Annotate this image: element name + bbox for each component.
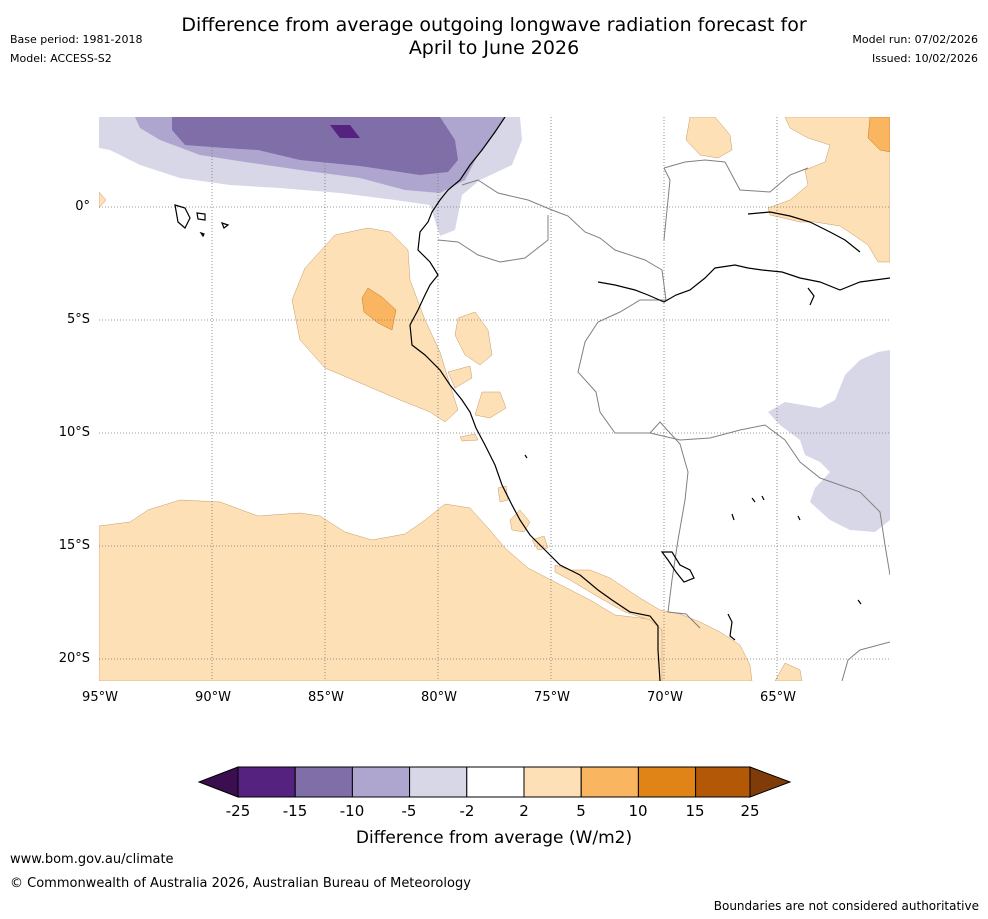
model-label: Model: ACCESS-S2: [10, 52, 112, 65]
title-line-2: April to June 2026: [408, 37, 580, 59]
colorbar-swatch: [351, 766, 411, 798]
grid-lines: [99, 117, 890, 681]
colorbar-tick-label: -10: [339, 802, 365, 820]
colorbar-swatch: [409, 766, 468, 798]
boundaries-disclaimer: Boundaries are not considered authoritat…: [713, 899, 979, 913]
colorbar-extension-low: [197, 766, 239, 798]
anomaly-light-orange-north-east: [767, 117, 890, 263]
anomaly-purple-region: [172, 117, 458, 175]
anomaly-dark-purple-patch: [330, 125, 360, 138]
anomaly-light-orange-south: [99, 499, 666, 681]
anomaly-light-orange-patch: [447, 365, 473, 389]
copyright-notice: © Commonwealth of Australia 2026, Austra…: [10, 876, 471, 891]
model-run-label: Model run: 07/02/2026: [852, 33, 978, 46]
lat-label: 10°S: [58, 425, 90, 440]
colorbar-tick-label: -2: [459, 802, 475, 820]
base-period-label: Base period: 1981-2018: [10, 33, 143, 46]
lon-label: 75°W: [534, 690, 570, 705]
issued-label: Issued: 10/02/2026: [871, 52, 978, 65]
colorbar-swatch: [523, 766, 582, 798]
anomaly-lavender-east-region: [768, 350, 890, 532]
map-area: [99, 117, 890, 681]
colorbar-swatch: [695, 766, 751, 798]
lat-label: 5°S: [66, 312, 90, 327]
lon-label: 90°W: [195, 690, 231, 705]
anomaly-light-orange-coast: [454, 311, 493, 366]
lon-label: 80°W: [421, 690, 457, 705]
colorbar-swatch: [637, 766, 697, 798]
lat-label: 20°S: [58, 651, 90, 666]
lon-label: 95°W: [82, 690, 118, 705]
colorbar-tick-label: -15: [282, 802, 308, 820]
lat-label: 15°S: [58, 538, 90, 553]
colorbar-tick-label: 10: [628, 802, 648, 820]
colorbar-swatch: [466, 766, 525, 798]
coastlines: [174, 117, 890, 681]
anomaly-orange-north-east: [867, 117, 890, 153]
lon-label: 65°W: [760, 690, 796, 705]
colorbar-tick-label: 25: [740, 802, 760, 820]
anomaly-light-orange-north: [685, 117, 733, 159]
anomaly-orange-offshore: [361, 287, 397, 331]
colorbar: [197, 766, 792, 798]
colorbar-tick-label: -25: [225, 802, 251, 820]
website-link[interactable]: www.bom.gov.au/climate: [10, 852, 174, 867]
colorbar-swatch: [294, 766, 353, 798]
anomaly-light-orange-patch: [459, 433, 479, 442]
lon-label: 70°W: [647, 690, 683, 705]
colorbar-tick-label: 2: [519, 802, 529, 820]
lat-label: 0°: [75, 199, 90, 214]
anomaly-light-orange-patch: [474, 391, 507, 419]
colorbar-extension-high: [749, 766, 792, 798]
colorbar-tick-label: 15: [685, 802, 705, 820]
anomaly-light-orange-patch: [99, 191, 107, 209]
lon-label: 85°W: [308, 690, 344, 705]
colorbar-swatch: [580, 766, 639, 798]
colorbar-swatch: [237, 766, 296, 798]
anomaly-light-orange-patch: [531, 535, 549, 551]
anomaly-light-orange-patch: [774, 662, 803, 681]
title-line-1: Difference from average outgoing longwav…: [181, 14, 807, 36]
chart-title: Difference from average outgoing longwav…: [0, 14, 988, 60]
colorbar-title: Difference from average (W/m2): [355, 828, 633, 848]
country-boundaries: [437, 159, 890, 681]
colorbar-tick-label: 5: [576, 802, 586, 820]
anomaly-light-orange-offshore: [291, 227, 459, 423]
colorbar-tick-label: -5: [401, 802, 417, 820]
